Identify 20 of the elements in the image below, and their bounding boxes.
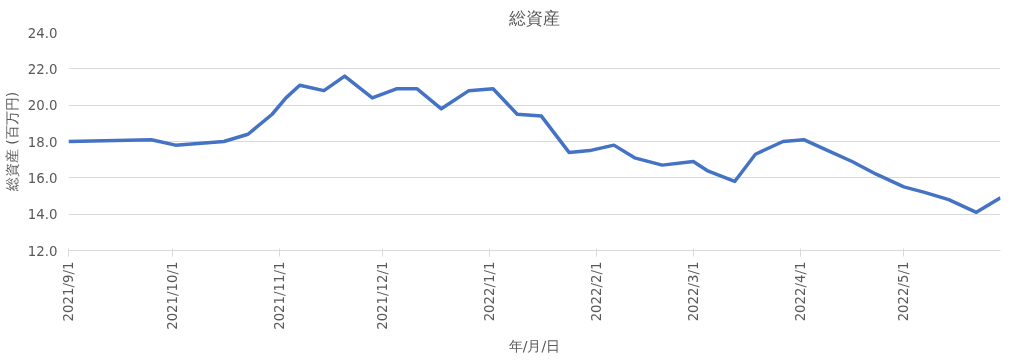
y-tick-label: 12.0 [27, 243, 58, 259]
y-tick-label: 24.0 [27, 25, 58, 41]
x-tick-label: 2021/10/1 [164, 261, 180, 330]
y-axis-title: 総資産 (百万円) [3, 91, 20, 193]
x-tick-label: 2022/3/1 [685, 261, 701, 322]
y-tick-label: 16.0 [27, 170, 58, 186]
x-axis-title: 年/月/日 [508, 337, 561, 354]
x-tick-label: 2021/12/1 [375, 261, 391, 330]
x-tick-label: 2021/9/1 [61, 261, 76, 322]
x-tick-label: 2022/1/1 [482, 261, 498, 322]
line-series [68, 74, 1001, 215]
y-tick-label: 20.0 [27, 98, 58, 114]
chart-title: 総資産 [508, 7, 560, 28]
x-tick-label: 2021/11/1 [271, 261, 287, 330]
y-tick-label: 14.0 [27, 207, 58, 223]
x-tick-label: 2022/5/1 [896, 261, 912, 322]
x-tick-label: 2022/4/1 [792, 261, 808, 322]
x-tick-label: 2022/2/1 [589, 261, 605, 322]
y-tick-label: 18.0 [27, 134, 58, 150]
y-tick-label: 22.0 [27, 61, 58, 77]
